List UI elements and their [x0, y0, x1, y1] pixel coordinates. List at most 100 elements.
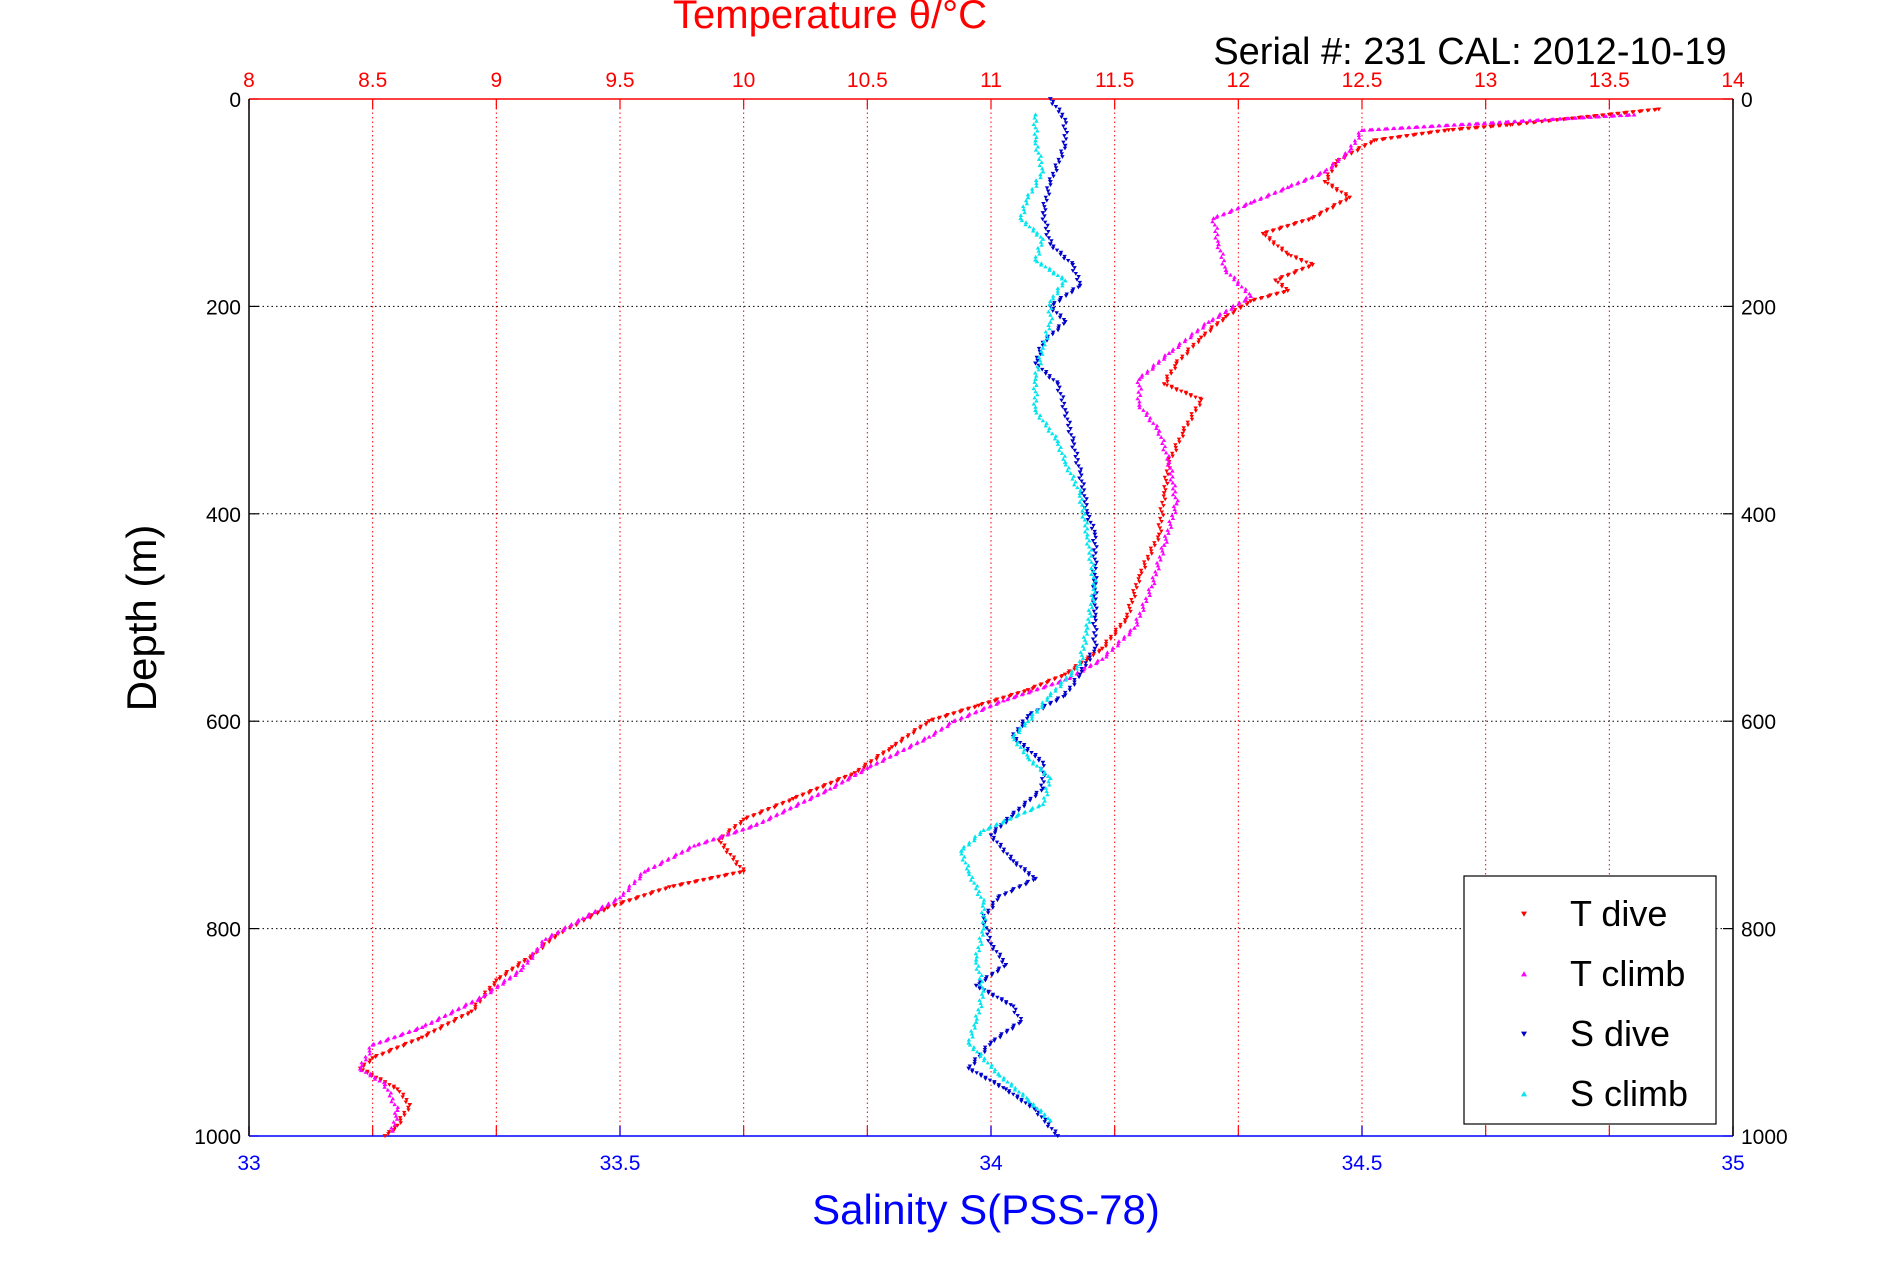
data-point [1016, 1089, 1022, 1094]
data-point [1014, 742, 1020, 747]
data-point [1156, 566, 1162, 571]
data-point [1001, 1075, 1007, 1080]
data-point [1027, 798, 1033, 803]
data-point [1092, 529, 1097, 534]
data-point [977, 935, 982, 940]
data-point [1038, 683, 1043, 688]
data-point [1031, 759, 1036, 764]
data-point [1033, 141, 1038, 146]
data-point [1496, 120, 1502, 125]
data-point [1084, 541, 1090, 546]
data-point [1174, 501, 1179, 506]
data-point [793, 796, 799, 800]
data-point [1037, 163, 1042, 168]
data-point [1040, 700, 1045, 705]
data-point [1089, 560, 1094, 564]
data-point [368, 1073, 373, 1078]
data-point [1038, 172, 1043, 177]
data-point [1185, 347, 1191, 352]
data-point [1162, 444, 1168, 449]
data-point [1615, 112, 1620, 116]
data-point [621, 890, 626, 895]
data-point [893, 743, 898, 748]
data-point [1005, 697, 1010, 702]
data-point [619, 902, 624, 906]
data-point [1113, 630, 1118, 634]
data-point [1051, 244, 1056, 249]
data-point [626, 899, 632, 903]
data-point [1179, 356, 1185, 361]
data-point [990, 947, 996, 952]
data-point [1012, 1010, 1017, 1015]
legend-marker [1521, 971, 1527, 977]
data-point [923, 722, 929, 727]
data-point [1077, 470, 1083, 475]
salinity-tick-label: 34.5 [1342, 1152, 1383, 1175]
data-point [1169, 525, 1174, 529]
data-point [1014, 814, 1019, 819]
data-point [1094, 628, 1099, 632]
data-point [400, 1095, 405, 1100]
data-point [1092, 615, 1098, 620]
data-point [1063, 462, 1068, 467]
data-point [1089, 566, 1094, 570]
data-point [1035, 707, 1040, 712]
data-point [442, 1014, 447, 1019]
data-point [1061, 395, 1066, 400]
data-point [868, 760, 873, 765]
data-point [1124, 612, 1130, 617]
data-point [1166, 453, 1172, 458]
data-point [1248, 299, 1254, 304]
data-point [1040, 217, 1045, 222]
data-point [1034, 230, 1040, 235]
data-point [1140, 602, 1145, 606]
data-point [1122, 618, 1128, 622]
data-point [1063, 294, 1069, 299]
data-point [746, 825, 752, 830]
data-point [1221, 258, 1227, 263]
data-point [1092, 646, 1098, 651]
data-point [1072, 448, 1078, 453]
data-point [1220, 212, 1226, 217]
data-point [1046, 229, 1051, 234]
data-point [1067, 685, 1073, 690]
data-point [1001, 850, 1006, 854]
data-point [388, 1090, 394, 1095]
data-point [1142, 565, 1148, 570]
salinity-tick-label: 35 [1721, 1152, 1744, 1175]
data-point [1159, 545, 1164, 550]
data-point [1089, 593, 1094, 598]
data-point [1021, 804, 1027, 809]
data-point [753, 822, 759, 827]
data-point [994, 840, 1000, 845]
data-point [911, 731, 916, 736]
data-point [959, 851, 964, 856]
data-point [363, 1054, 368, 1059]
data-point [864, 765, 870, 770]
data-point [1079, 485, 1084, 490]
data-point [495, 985, 500, 990]
data-point [1033, 405, 1038, 409]
data-point [1163, 537, 1169, 541]
data-point [973, 1019, 979, 1024]
data-point [685, 881, 691, 886]
data-point [1356, 135, 1362, 140]
data-point [1087, 652, 1092, 657]
data-point [834, 779, 840, 784]
data-point [1040, 760, 1046, 765]
temperature-tick-label: 9.5 [605, 69, 634, 92]
data-point [1050, 296, 1056, 301]
data-point [518, 967, 524, 972]
data-point [1406, 125, 1411, 130]
data-point [981, 913, 986, 918]
data-point [1066, 671, 1071, 675]
data-point [1113, 627, 1118, 632]
data-point [391, 1119, 396, 1124]
data-point [1267, 236, 1273, 240]
data-point [1173, 489, 1178, 494]
data-point [985, 911, 991, 916]
data-point [1161, 513, 1166, 518]
data-point [1458, 122, 1463, 127]
data-point [1092, 573, 1098, 577]
data-point [1196, 338, 1202, 342]
